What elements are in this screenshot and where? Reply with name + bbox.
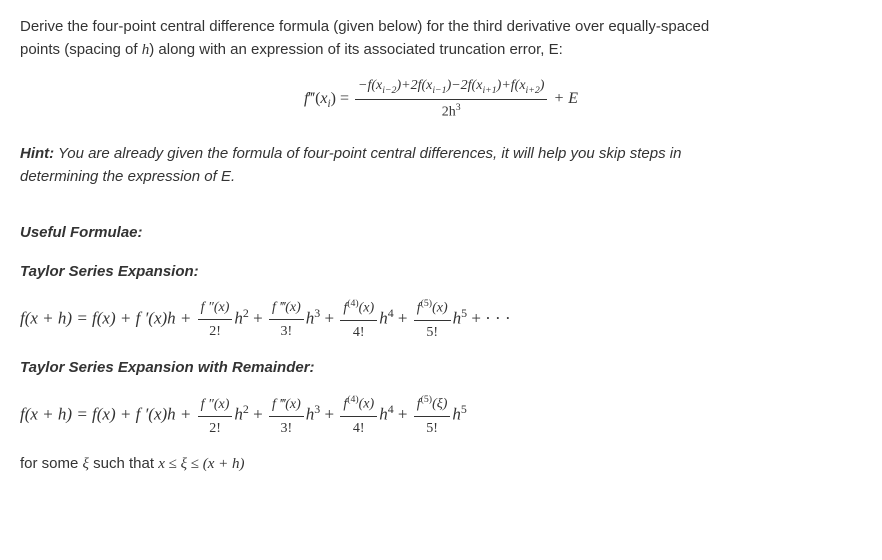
plus-3: + [398,309,412,328]
tr2-post: h [234,405,243,424]
taylor-term4-frac: f(4)(x) 4! [340,297,377,343]
taylor-term2-frac: f ″(x) 2! [198,297,233,342]
taylor-rem-term3-frac: f ‴(x) 3! [269,394,304,439]
num-c-sub: i+1 [482,85,496,96]
taylor-rem-term4-frac: f(4)(x) 4! [340,393,377,439]
num-c: )−2f(x [447,78,483,93]
taylor-lhs: f(x + h) = f(x) + f ′(x)h + [20,309,196,328]
t5-num-sup: (5) [421,298,432,309]
plus-2: + [324,309,338,328]
taylor-rem-lhs: f(x + h) = f(x) + f ′(x)h + [20,405,196,424]
taylor-remainder-heading: Taylor Series Expansion with Remainder: [20,357,862,380]
taylor-remainder-formula: f(x + h) = f(x) + f ′(x)h + f ″(x) 2! h2… [20,393,862,439]
main-formula-denominator: 2h3 [355,100,547,123]
tr3-den: 3! [269,417,304,439]
t2-num: f ″(x) [198,297,233,320]
t4-num-sup: (4) [347,298,358,309]
tr4-num-b: (x) [359,397,375,412]
intro-paragraph: Derive the four-point central difference… [20,16,862,61]
main-formula-lhs-x: x [320,90,327,107]
main-formula-lhs-close: ) = [331,90,353,107]
t4-post: h [379,309,388,328]
tr3-post: h [306,405,315,424]
den-base: 2h [442,105,456,120]
tr4-sup: 4 [388,402,394,416]
taylor-term5-frac: f(5)(x) 5! [414,297,451,343]
t5-num: f(5)(x) [414,297,451,321]
tr2-den: 2! [198,417,233,439]
main-formula-plus-e: + E [553,90,578,107]
main-formula: f‴(xi) = −f(xi−2)+2f(xi−1)−2f(xi+1)+f(xi… [20,75,862,123]
t3-post: h [306,309,315,328]
main-formula-fraction: −f(xi−2)+2f(xi−1)−2f(xi+1)+f(xi+2) 2h3 [355,75,547,123]
num-d-sub: i+2 [526,85,540,96]
plus-r3: + [398,405,412,424]
intro-line2-pre: points (spacing of [20,41,142,58]
hint-line2: determining the expression of E. [20,168,235,185]
tr5-num-sup: (5) [421,394,432,405]
t4-num: f(4)(x) [340,297,377,321]
t3-sup: 3 [314,306,320,320]
footer-rel: x ≤ ξ ≤ (x + h) [158,456,244,472]
num-a-sub: i−2 [382,85,396,96]
t5-num-b: (x) [432,301,448,316]
footer-pre: for some [20,455,83,472]
tr3-num: f ‴(x) [269,394,304,417]
plus-r2: + [324,405,338,424]
taylor-rem-term5-frac: f(5)(ξ) 5! [414,393,451,439]
tr5-post: h [452,405,461,424]
taylor-rem-term2-frac: f ″(x) 2! [198,394,233,439]
tr2-num: f ″(x) [198,394,233,417]
taylor-formula: f(x + h) = f(x) + f ′(x)h + f ″(x) 2! h2… [20,297,862,343]
tr2-sup: 2 [243,402,249,416]
t5-sup: 5 [461,306,467,320]
taylor-dots: + · · · [471,309,510,328]
plus-r1: + [253,405,267,424]
plus-1: + [253,309,267,328]
tr5-num-b: (ξ) [432,397,447,412]
hint-paragraph: Hint: You are already given the formula … [20,143,862,188]
t2-sup: 2 [243,306,249,320]
tr3-sup: 3 [314,402,320,416]
t3-den: 3! [269,320,304,342]
t5-post: h [453,309,462,328]
num-b: )+2f(x [396,78,432,93]
tr5-num: f(5)(ξ) [414,393,451,417]
t4-num-b: (x) [359,301,375,316]
num-d: )+f(x [497,78,526,93]
hint-line1: You are already given the formula of fou… [54,145,681,162]
t2-den: 2! [198,320,233,342]
tr4-num: f(4)(x) [340,393,377,417]
num-e: ) [540,78,545,93]
intro-line1: Derive the four-point central difference… [20,18,709,35]
tr5-sup: 5 [461,402,467,416]
main-formula-numerator: −f(xi−2)+2f(xi−1)−2f(xi+1)+f(xi+2) [355,75,547,100]
footer-mid: such that [89,455,158,472]
intro-line2-post: ) along with an expression of its associ… [149,41,563,58]
taylor-term3-frac: f ‴(x) 3! [269,297,304,342]
tr5-den: 5! [414,417,451,439]
t5-den: 5! [414,321,451,343]
tr4-post: h [379,405,388,424]
t3-num: f ‴(x) [269,297,304,320]
remainder-condition: for some ξ such that x ≤ ξ ≤ (x + h) [20,453,862,476]
t4-sup: 4 [388,306,394,320]
num-a: −f(x [358,78,382,93]
tr4-den: 4! [340,417,377,439]
useful-formulae-heading: Useful Formulae: [20,222,862,245]
t4-den: 4! [340,321,377,343]
tr4-num-sup: (4) [347,394,358,405]
t2-post: h [234,309,243,328]
taylor-expansion-heading: Taylor Series Expansion: [20,261,862,284]
den-sup: 3 [456,102,461,113]
num-b-sub: i−1 [432,85,446,96]
hint-label: Hint: [20,145,54,162]
